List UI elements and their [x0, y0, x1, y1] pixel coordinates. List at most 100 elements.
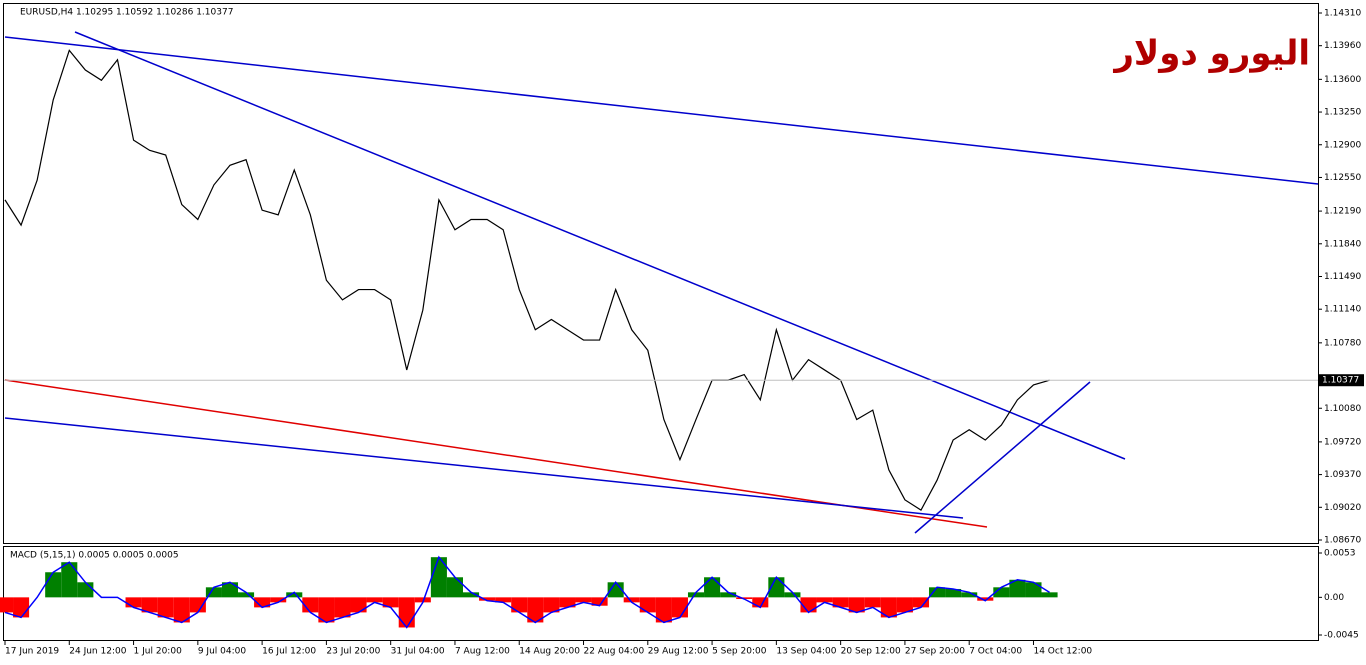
macd-bar	[832, 597, 849, 608]
y-tick-label: 1.14310	[1324, 9, 1361, 19]
x-tick-label: 27 Sep 20:00	[905, 647, 965, 657]
macd-bar	[462, 592, 480, 598]
macd-bar	[800, 597, 817, 613]
macd-bar	[784, 592, 801, 598]
x-tick-label: 7 Aug 12:00	[455, 647, 510, 657]
macd-bar	[929, 587, 946, 598]
x-tick-label: 16 Jul 12:00	[262, 647, 316, 657]
macd-bar	[768, 577, 785, 598]
macd-bar	[607, 582, 624, 598]
y-tick-label: 1.10780	[1324, 338, 1361, 348]
macd-bar	[318, 597, 335, 623]
macd-bar	[141, 597, 158, 613]
macd-bar	[687, 592, 705, 598]
macd-bar	[61, 562, 78, 598]
macd-bar	[302, 597, 319, 613]
macd-title: MACD (5,15,1) 0.0005 0.0005 0.0005	[10, 551, 179, 561]
macd-bar	[446, 577, 463, 598]
macd-bar	[623, 597, 640, 603]
macd-pane-border	[3, 546, 1319, 641]
y-tick-label: 1.12550	[1324, 173, 1361, 183]
macd-bar	[896, 597, 913, 613]
macd-bar	[993, 587, 1010, 598]
macd-bar	[511, 597, 528, 613]
macd-bar	[45, 572, 62, 598]
trend-line	[74, 31, 1126, 460]
macd-bar	[864, 597, 881, 608]
x-tick-label: 9 Jul 04:00	[198, 647, 247, 657]
macd-bar	[125, 597, 142, 608]
x-tick-label: 24 Jun 12:00	[69, 647, 126, 657]
macd-bar	[655, 597, 672, 623]
y-tick-label: 1.11840	[1324, 239, 1361, 249]
macd-bar	[880, 597, 897, 618]
trend-line	[4, 379, 988, 528]
x-tick-label: 13 Sep 04:00	[776, 647, 836, 657]
macd-bar	[77, 582, 94, 598]
macd-bar	[286, 592, 303, 598]
macd-bar	[382, 597, 399, 608]
macd-bar	[13, 597, 30, 618]
macd-bar	[0, 597, 14, 613]
macd-bar	[912, 597, 930, 608]
price-label-box	[1319, 374, 1364, 387]
macd-bar	[366, 597, 383, 603]
y-tick-label: 1.10080	[1324, 404, 1361, 414]
macd-bar	[1025, 582, 1042, 598]
trend-lines	[4, 31, 1319, 534]
macd-bar	[559, 597, 576, 608]
macd-bar	[398, 597, 415, 628]
price-line	[4, 49, 1050, 511]
macd-bar	[848, 597, 865, 613]
macd-bar	[205, 587, 222, 598]
macd-bar	[495, 597, 512, 603]
arabic-title: اليورو دولار	[1112, 34, 1310, 74]
trend-line	[914, 381, 1091, 534]
y-tick-label: 1.13250	[1324, 108, 1361, 118]
y-tick-label: 1.08670	[1324, 536, 1361, 546]
macd-bar	[704, 577, 721, 598]
macd-line	[4, 555, 1050, 629]
trend-line	[4, 36, 1319, 185]
y-tick-label: 1.11490	[1324, 272, 1361, 282]
x-tick-label: 17 Jun 2019	[5, 647, 59, 657]
macd-bar	[575, 597, 592, 603]
y-tick-label: 1.12900	[1324, 140, 1361, 150]
y-tick-label: 1.09370	[1324, 470, 1361, 480]
macd-bar	[1009, 579, 1026, 598]
y-tick-label: 0.00	[1324, 593, 1344, 603]
macd-bar	[238, 592, 255, 598]
macd-bar	[945, 588, 962, 598]
x-tick-label: 23 Jul 20:00	[326, 647, 380, 657]
macd-bar	[157, 597, 174, 618]
macd-bar	[639, 597, 656, 613]
macd-bar	[752, 597, 769, 608]
x-tick-label: 20 Sep 12:00	[841, 647, 901, 657]
macd-bar	[334, 597, 351, 618]
y-tick-label: 1.13600	[1324, 75, 1361, 85]
macd-bar	[591, 597, 608, 606]
macd-bar	[736, 597, 753, 600]
macd-bar	[961, 592, 978, 598]
macd-bar	[189, 597, 206, 613]
macd-bar	[221, 582, 239, 598]
y-tick-label: 1.13960	[1324, 41, 1361, 51]
x-tick-label: 7 Oct 04:00	[969, 647, 1022, 657]
macd-bar	[479, 597, 496, 601]
x-tick-label: 5 Sep 20:00	[712, 647, 767, 657]
macd-bar	[270, 597, 287, 603]
x-tick-label: 31 Jul 04:00	[391, 647, 445, 657]
macd-bar	[543, 597, 560, 613]
macd-bar	[816, 597, 833, 603]
macd-bar	[1041, 592, 1058, 598]
y-tick-label: -0.0045	[1324, 631, 1359, 641]
x-tick-label: 1 Jul 20:00	[134, 647, 183, 657]
y-tick-label: 0.0053	[1324, 549, 1356, 559]
main-pane-border	[3, 3, 1319, 544]
macd-bar	[527, 597, 544, 623]
macd-bar	[977, 597, 994, 601]
x-tick-label: 29 Aug 12:00	[648, 647, 709, 657]
macd-bar	[414, 597, 431, 603]
